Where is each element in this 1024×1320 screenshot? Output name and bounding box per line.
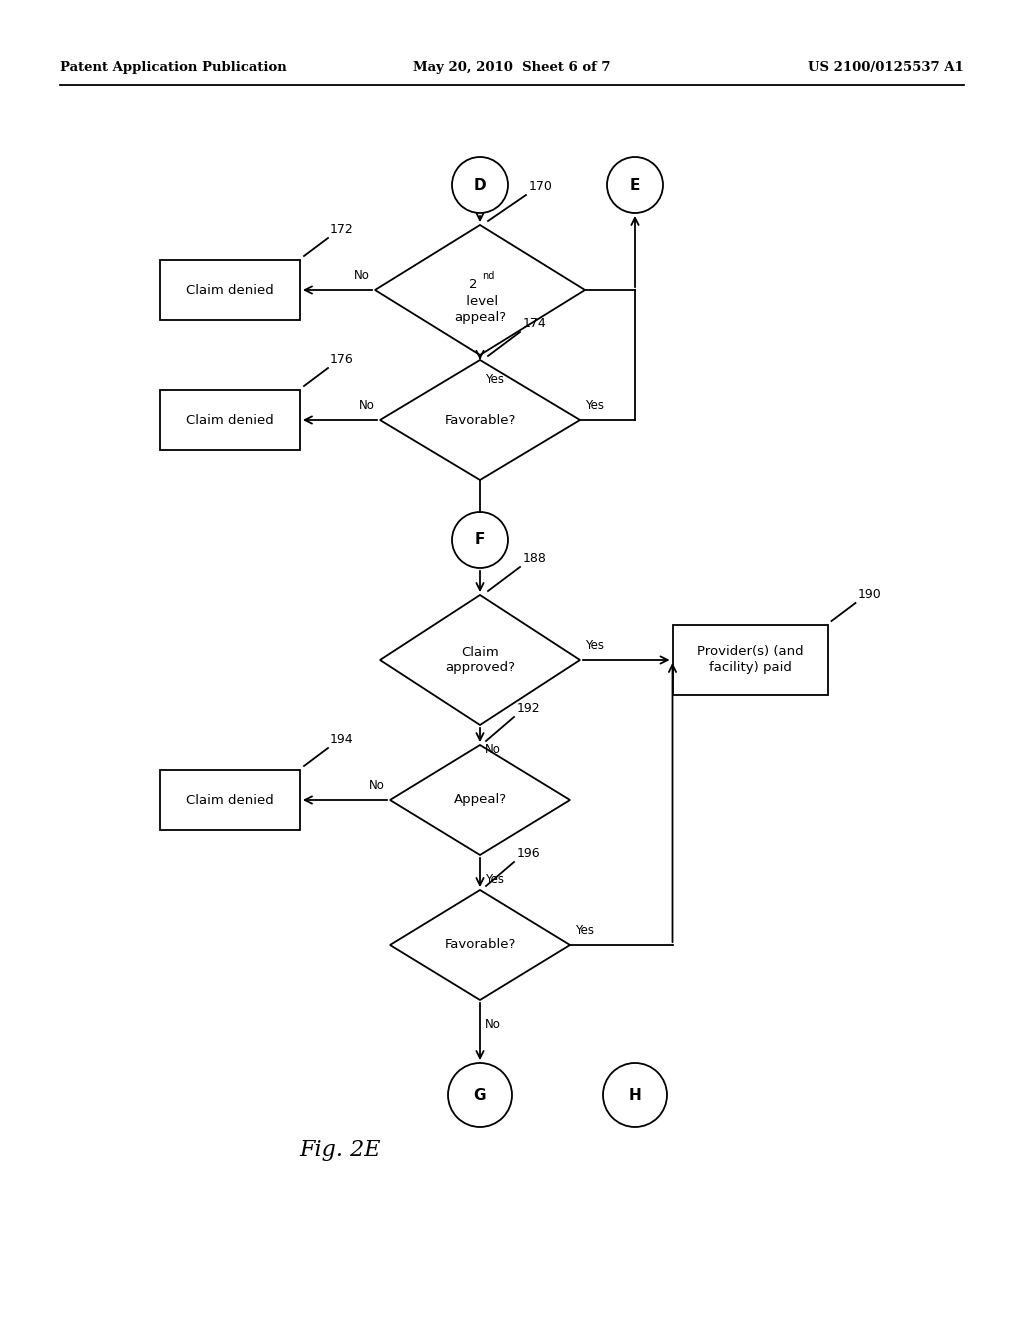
Text: 176: 176: [330, 352, 353, 366]
Bar: [673, 624, 827, 696]
Bar: [160, 389, 300, 450]
Text: 190: 190: [857, 587, 882, 601]
Text: level
appeal?: level appeal?: [454, 294, 506, 323]
Text: Yes: Yes: [575, 924, 594, 937]
Text: Favorable?: Favorable?: [444, 939, 516, 952]
Text: Yes: Yes: [585, 639, 604, 652]
Text: May 20, 2010  Sheet 6 of 7: May 20, 2010 Sheet 6 of 7: [414, 62, 610, 74]
Text: Provider(s) (and
facility) paid: Provider(s) (and facility) paid: [696, 645, 803, 675]
Text: No: No: [485, 1018, 501, 1031]
Text: 170: 170: [529, 180, 553, 193]
Text: Yes: Yes: [485, 873, 504, 886]
Text: G: G: [474, 1088, 486, 1102]
Text: 192: 192: [517, 702, 541, 715]
Text: Claim denied: Claim denied: [186, 413, 273, 426]
Text: F: F: [475, 532, 485, 548]
Text: Appeal?: Appeal?: [454, 793, 507, 807]
Text: E: E: [630, 177, 640, 193]
Text: No: No: [359, 399, 375, 412]
Text: 174: 174: [523, 317, 547, 330]
Text: 2: 2: [469, 277, 478, 290]
Text: No: No: [354, 269, 370, 282]
Text: No: No: [369, 779, 385, 792]
Text: Favorable?: Favorable?: [444, 413, 516, 426]
Text: 194: 194: [330, 733, 353, 746]
Text: Claim denied: Claim denied: [186, 793, 273, 807]
Bar: [160, 770, 300, 830]
Text: US 2100/0125537 A1: US 2100/0125537 A1: [808, 62, 964, 74]
Text: Yes: Yes: [585, 399, 604, 412]
Text: Patent Application Publication: Patent Application Publication: [60, 62, 287, 74]
Text: 172: 172: [330, 223, 353, 236]
Text: No: No: [485, 743, 501, 756]
Text: 196: 196: [517, 847, 541, 861]
Text: Claim denied: Claim denied: [186, 284, 273, 297]
Text: Claim
approved?: Claim approved?: [445, 645, 515, 675]
Text: H: H: [629, 1088, 641, 1102]
Text: Yes: Yes: [485, 374, 504, 385]
Text: D: D: [474, 177, 486, 193]
Text: nd: nd: [482, 271, 495, 281]
Text: Fig. 2E: Fig. 2E: [299, 1139, 381, 1162]
Bar: [160, 260, 300, 319]
Text: 188: 188: [523, 552, 547, 565]
